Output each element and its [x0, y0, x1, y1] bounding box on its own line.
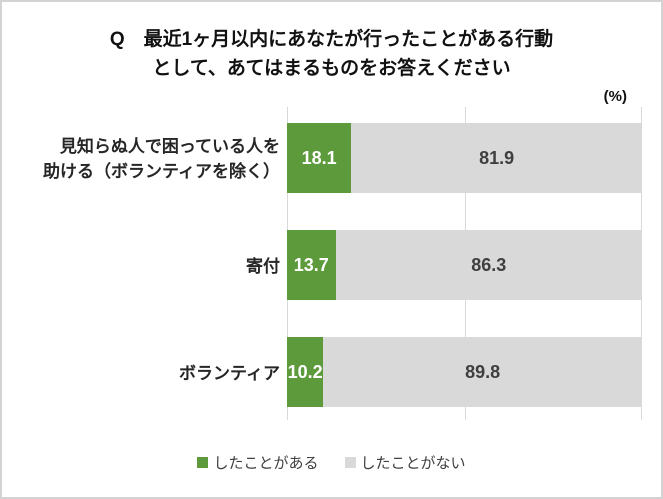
category-label-volunteer: ボランティア: [179, 363, 280, 383]
legend: したことがある したことがない: [2, 452, 661, 473]
legend-swatch-green: [197, 457, 209, 468]
legend-item-not-done: したことがない: [344, 452, 466, 473]
bar-segment-not-done: 86.3: [335, 230, 642, 300]
category-label-help-strangers: 見知らぬ人で困っている人を 助ける（ボランティアを除く）: [43, 137, 280, 181]
value-label-done: 13.7: [293, 254, 329, 275]
bar-segment-done: 13.7: [287, 230, 336, 300]
bar-segment-not-done: 89.8: [323, 337, 642, 407]
value-label-not-done: 89.8: [465, 361, 501, 382]
percent-unit-label: (%): [603, 88, 627, 105]
value-label-not-done: 81.9: [479, 147, 515, 168]
chart-title-line-2: として、あてはまるものをお答えください: [152, 57, 511, 79]
category-label-donation: 寄付: [246, 256, 280, 276]
value-label-done: 18.1: [301, 147, 337, 168]
chart-title-line-1: Q 最近1ヶ月以内にあなたが行ったことがある行動: [109, 29, 554, 50]
bar-segment-done: 10.2: [287, 337, 324, 407]
value-label-done: 10.2: [287, 361, 323, 382]
legend-label-done: したことがある: [213, 455, 319, 472]
chart-title: Q 最近1ヶ月以内にあなたが行ったことがある行動 として、あてはまるものをお答え…: [2, 26, 661, 83]
legend-item-done: したことがある: [197, 452, 319, 473]
bar-segment-done: 18.1: [287, 123, 352, 193]
bar-row-help-strangers: 18.1 81.9: [287, 123, 642, 193]
bar-row-donation: 13.7 86.3: [287, 230, 642, 300]
bar-row-volunteer: 10.2 89.8: [287, 337, 642, 407]
plot-area: 18.1 81.9 13.7 86.3 10.2 89.8: [287, 107, 642, 420]
value-label-not-done: 86.3: [471, 254, 507, 275]
bar-segment-not-done: 81.9: [351, 123, 642, 193]
legend-label-not-done: したことがない: [360, 455, 466, 472]
legend-swatch-gray: [344, 457, 356, 468]
